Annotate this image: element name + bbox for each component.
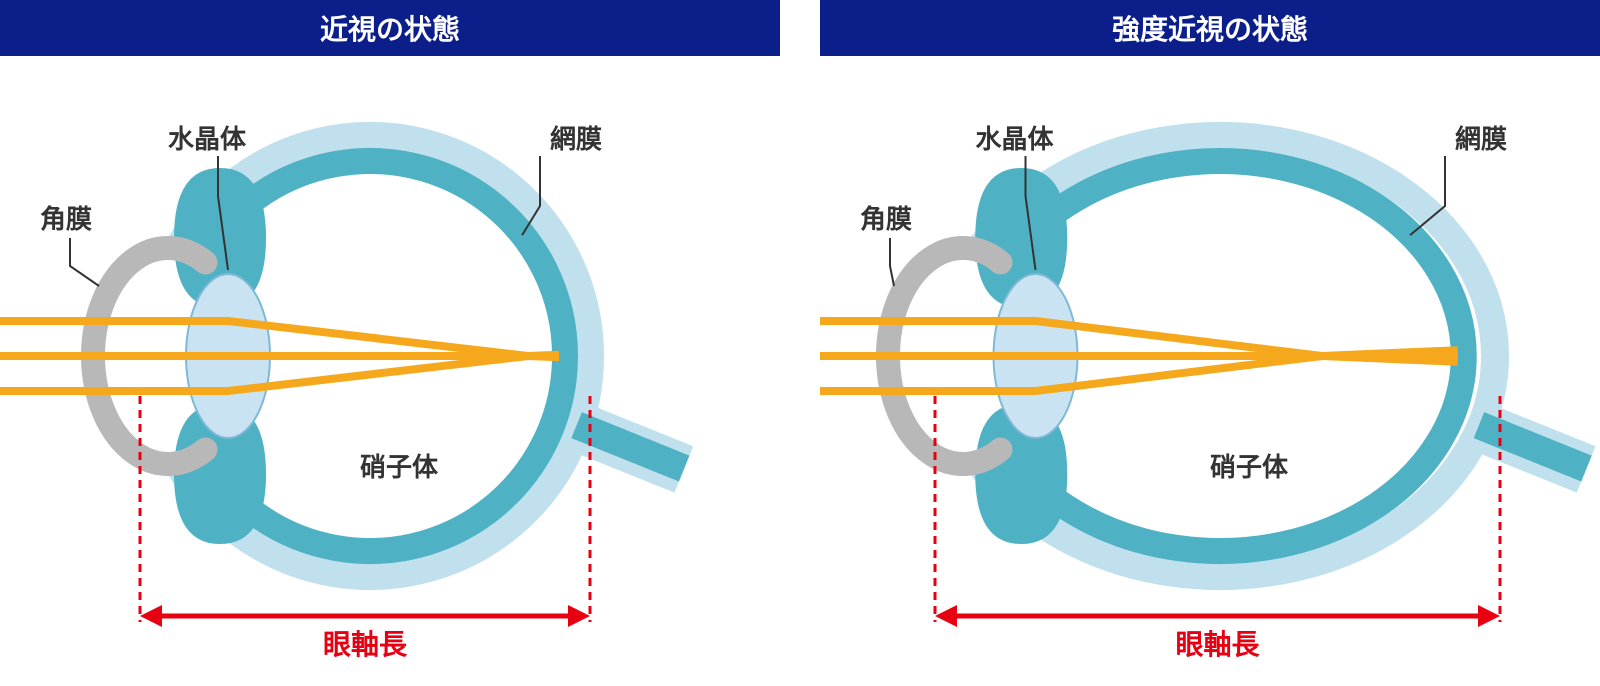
eye-svg-right: 水晶体角膜 網膜硝子体眼軸長 (820, 56, 1600, 686)
label-retina: 網膜 (550, 124, 602, 154)
axial-arrow-right (568, 605, 590, 627)
label-vitreous: 硝子体 (1210, 452, 1289, 482)
axial-arrow-left (140, 605, 162, 627)
label-cornea-line (70, 238, 99, 286)
panel-high-myopia: 強度近視の状態 水晶体角膜 網膜硝子体眼軸長 (820, 0, 1600, 680)
title-bar-right: 強度近視の状態 (820, 0, 1600, 56)
axial-arrow-right (1478, 605, 1500, 627)
container: 近視の状態 水晶体角膜 網膜硝子体眼軸長 強度近視の状態 水晶体角膜 網膜硝子体眼軸… (0, 0, 1600, 680)
label-cornea: 角膜 (860, 204, 912, 234)
label-lens: 水晶体 (168, 124, 247, 154)
label-retina: 網膜 (1455, 124, 1507, 154)
label-vitreous: 硝子体 (360, 452, 439, 482)
label-axial: 眼軸長 (1175, 629, 1260, 660)
diagram-right: 水晶体角膜 網膜硝子体眼軸長 (820, 56, 1600, 686)
eye-svg-left: 水晶体角膜 網膜硝子体眼軸長 (0, 56, 780, 686)
diagram-left: 水晶体角膜 網膜硝子体眼軸長 (0, 56, 780, 686)
label-axial: 眼軸長 (323, 629, 408, 660)
title-bar-left: 近視の状態 (0, 0, 780, 56)
label-cornea-line (890, 238, 894, 286)
axial-arrow-left (935, 605, 957, 627)
label-cornea: 角膜 (40, 204, 92, 234)
label-lens: 水晶体 (976, 124, 1055, 154)
panel-myopia: 近視の状態 水晶体角膜 網膜硝子体眼軸長 (0, 0, 780, 680)
